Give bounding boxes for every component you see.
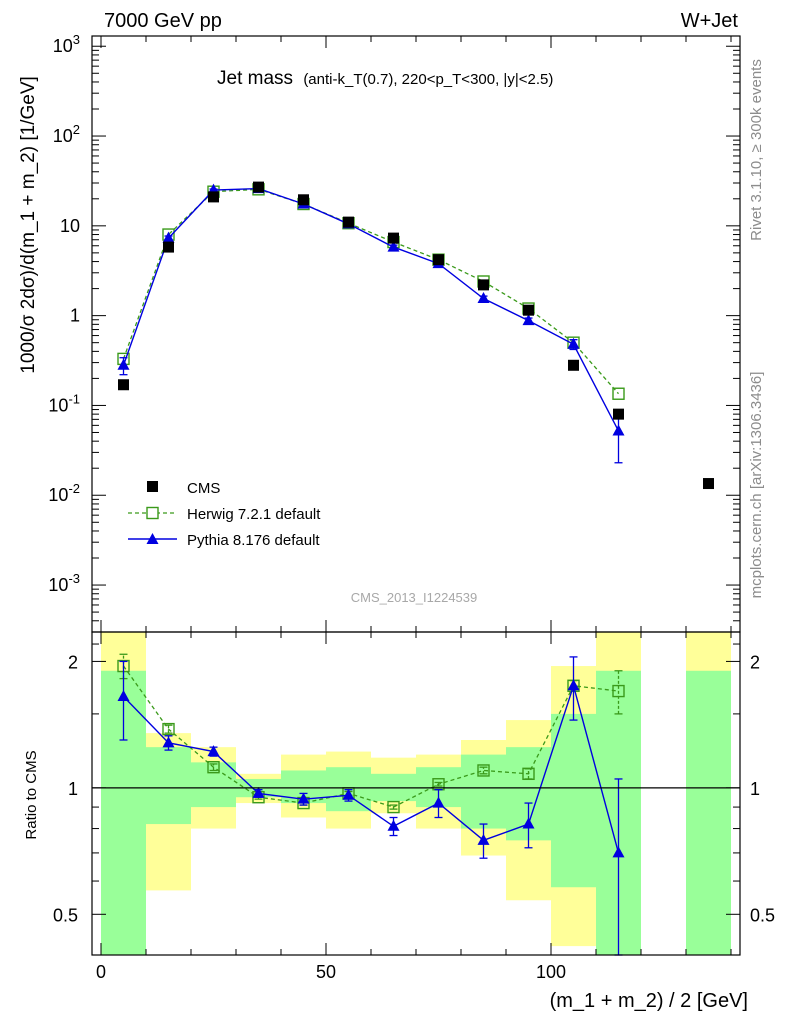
header-right: W+Jet [681, 10, 739, 32]
y-tick-exponent: 2 [73, 122, 80, 137]
y-tick-label: 1 [70, 306, 80, 326]
header-left: 7000 GeV pp [104, 10, 222, 32]
y-tick-exponent: 3 [73, 32, 80, 47]
x-axis-label: (m_1 + m_2) / 2 [GeV] [550, 990, 748, 1012]
pythia-point [387, 240, 400, 252]
ratio-panel [117, 653, 625, 956]
cms-point [343, 216, 354, 228]
y-tick-base: 10 [48, 485, 68, 505]
pythia-ratio-point [162, 736, 175, 748]
pythia-point [522, 314, 535, 326]
cms-point [253, 181, 264, 193]
ratio-band-green [686, 670, 731, 955]
ratio-tick-label-right: 1 [750, 779, 760, 799]
y-tick-label: 10-3 [48, 571, 80, 595]
plot-title: Jet mass (anti-k_T(0.7), 220<p_T<300, |y… [217, 68, 553, 89]
watermark: CMS_2013_I1224539 [351, 590, 478, 605]
cms-point [298, 194, 309, 206]
y-tick-base: 10 [48, 395, 68, 415]
pythia-ratio-point [432, 796, 445, 808]
y-tick-exponent: -2 [68, 481, 80, 496]
cms-point [613, 408, 624, 420]
pythia-ratio-point [522, 817, 535, 829]
cms-point [433, 254, 444, 266]
y-tick-base: 10 [53, 126, 73, 146]
y-axis-label-ratio: Ratio to CMS [23, 750, 40, 839]
herwig-ratio-point [477, 764, 490, 777]
ratio-band-green [551, 713, 596, 888]
cms-point [388, 232, 399, 244]
legend-pythia-marker [146, 533, 159, 544]
ratio-tick-label-left: 2 [68, 652, 78, 672]
mcplots-label: mcplots.cern.ch [arXiv:1306.3436] [748, 372, 765, 599]
herwig-ratio-point [387, 800, 400, 814]
cms-point [523, 304, 534, 316]
pythia-ratio-point [387, 819, 400, 831]
pythia-point [477, 292, 490, 304]
pythia-point [117, 358, 130, 370]
cms-point [208, 191, 219, 203]
pythia-ratio-point [297, 792, 310, 804]
cms-point [118, 379, 129, 391]
pythia-ratio-line [122, 683, 620, 854]
pythia-ratio-point [342, 788, 355, 800]
y-tick-label: 10-1 [48, 391, 80, 415]
herwig-ratio-point [207, 760, 220, 774]
plot-title-main: Jet mass [217, 68, 293, 89]
pythia-ratio-point [612, 846, 625, 858]
plot-title-detail: (anti-k_T(0.7), 220<p_T<300, |y|<2.5) [303, 71, 553, 88]
ratio-uncertainty-bands [101, 632, 731, 955]
herwig-ratio-point [162, 722, 175, 736]
y-tick-base: 10 [53, 36, 73, 56]
legend-cms-label: CMS [187, 480, 220, 497]
herwig-ratio-line [122, 665, 619, 808]
legend-cms-marker [147, 481, 158, 492]
ratio-band-green [146, 747, 191, 825]
x-tick-label: 0 [96, 962, 106, 982]
x-tick-label: 100 [536, 962, 566, 982]
pythia-ratio-point [477, 833, 490, 845]
ratio-tick-label-left: 0.5 [53, 905, 78, 925]
herwig-point [612, 387, 625, 400]
herwig-line [122, 188, 619, 395]
cms-point [568, 359, 579, 371]
y-axis-label-main: 1000/σ 2dσ)/d(m_1 + m_2) [1/GeV] [18, 76, 39, 374]
y-tick-label: 103 [53, 32, 80, 56]
pythia-line [122, 187, 620, 432]
pythia-point [612, 424, 625, 436]
y-tick-label: 102 [53, 122, 80, 146]
pythia-point [567, 337, 580, 349]
herwig-ratio-point [612, 684, 625, 698]
cms-point [703, 478, 714, 490]
pythia-ratio-point [117, 690, 130, 702]
pythia-point [162, 231, 175, 243]
ratio-tick-label-left: 1 [68, 779, 78, 799]
y-tick-base: 10 [48, 575, 68, 595]
y-tick-exponent: -1 [68, 391, 80, 406]
herwig-ratio-point [522, 767, 535, 781]
legend-herwig-marker [146, 506, 159, 520]
main-panel [117, 181, 714, 490]
legend-pythia-label: Pythia 8.176 default [187, 532, 320, 549]
pythia-ratio-point [207, 745, 220, 757]
y-tick-label: 10-2 [48, 481, 80, 505]
legend: CMS Herwig 7.2.1 default Pythia 8.176 de… [128, 480, 321, 549]
cms-point [478, 279, 489, 291]
pythia-ratio-point [252, 786, 265, 798]
y-tick-label: 10 [60, 216, 80, 236]
y-tick-exponent: -3 [68, 571, 80, 586]
legend-herwig-label: Herwig 7.2.1 default [187, 506, 321, 523]
ratio-tick-label-right: 2 [750, 652, 760, 672]
rivet-label: Rivet 3.1.10, ≥ 300k events [748, 59, 765, 241]
ratio-tick-label-right: 0.5 [750, 905, 775, 925]
x-tick-label: 50 [316, 962, 336, 982]
pythia-ratio-point [567, 679, 580, 691]
cms-point [163, 241, 174, 253]
